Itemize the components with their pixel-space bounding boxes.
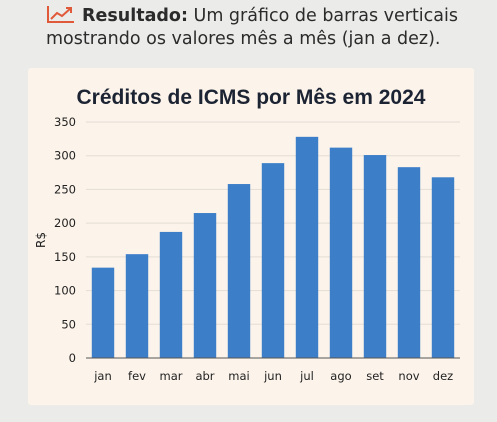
- y-tick-label: 150: [54, 250, 76, 264]
- bar-jan: [91, 267, 115, 358]
- y-tick-label: 0: [69, 351, 76, 365]
- x-tick-label: jul: [299, 369, 314, 383]
- bar-jul: [295, 136, 319, 358]
- x-tick-label: nov: [398, 369, 419, 383]
- x-tick-label: mar: [160, 369, 183, 383]
- x-tick-label: fev: [128, 369, 146, 383]
- y-tick-label: 350: [54, 115, 76, 129]
- y-tick-label: 50: [61, 317, 76, 331]
- bar-abr: [193, 213, 217, 358]
- bar-fev: [125, 254, 149, 358]
- y-tick-label: 200: [54, 216, 76, 230]
- chart-card: Créditos de ICMS por Mês em 2024 0 50 100 1…: [28, 68, 474, 405]
- x-tick-label: set: [366, 369, 384, 383]
- y-tick-label: 100: [54, 284, 76, 298]
- bar-jun: [261, 163, 285, 358]
- y-tick-label: 250: [54, 182, 76, 196]
- bar-set: [363, 155, 387, 358]
- y-tick-label: 300: [54, 149, 76, 163]
- x-tick-label: dez: [433, 369, 453, 383]
- chart-title: Créditos de ICMS por Mês em 2024: [76, 86, 426, 109]
- y-axis-label: R$: [34, 232, 48, 248]
- result-description: Um gráfico de barras verticais mostrando…: [46, 6, 458, 49]
- result-label: Resultado:: [82, 6, 188, 26]
- bar-mar: [159, 231, 183, 358]
- x-tick-label: jun: [263, 369, 282, 383]
- x-tick-label: jan: [93, 369, 112, 383]
- line-chart-icon: [47, 6, 74, 23]
- x-tick-label: mai: [228, 369, 249, 383]
- bar-dez: [431, 177, 455, 358]
- x-tick-label: ago: [330, 369, 351, 383]
- bar-ago: [329, 147, 353, 358]
- bar-mai: [227, 184, 251, 358]
- x-tick-label: abr: [195, 369, 214, 383]
- bar-nov: [397, 167, 421, 358]
- result-caption: Resultado: Um gráfico de barras verticai…: [46, 4, 486, 51]
